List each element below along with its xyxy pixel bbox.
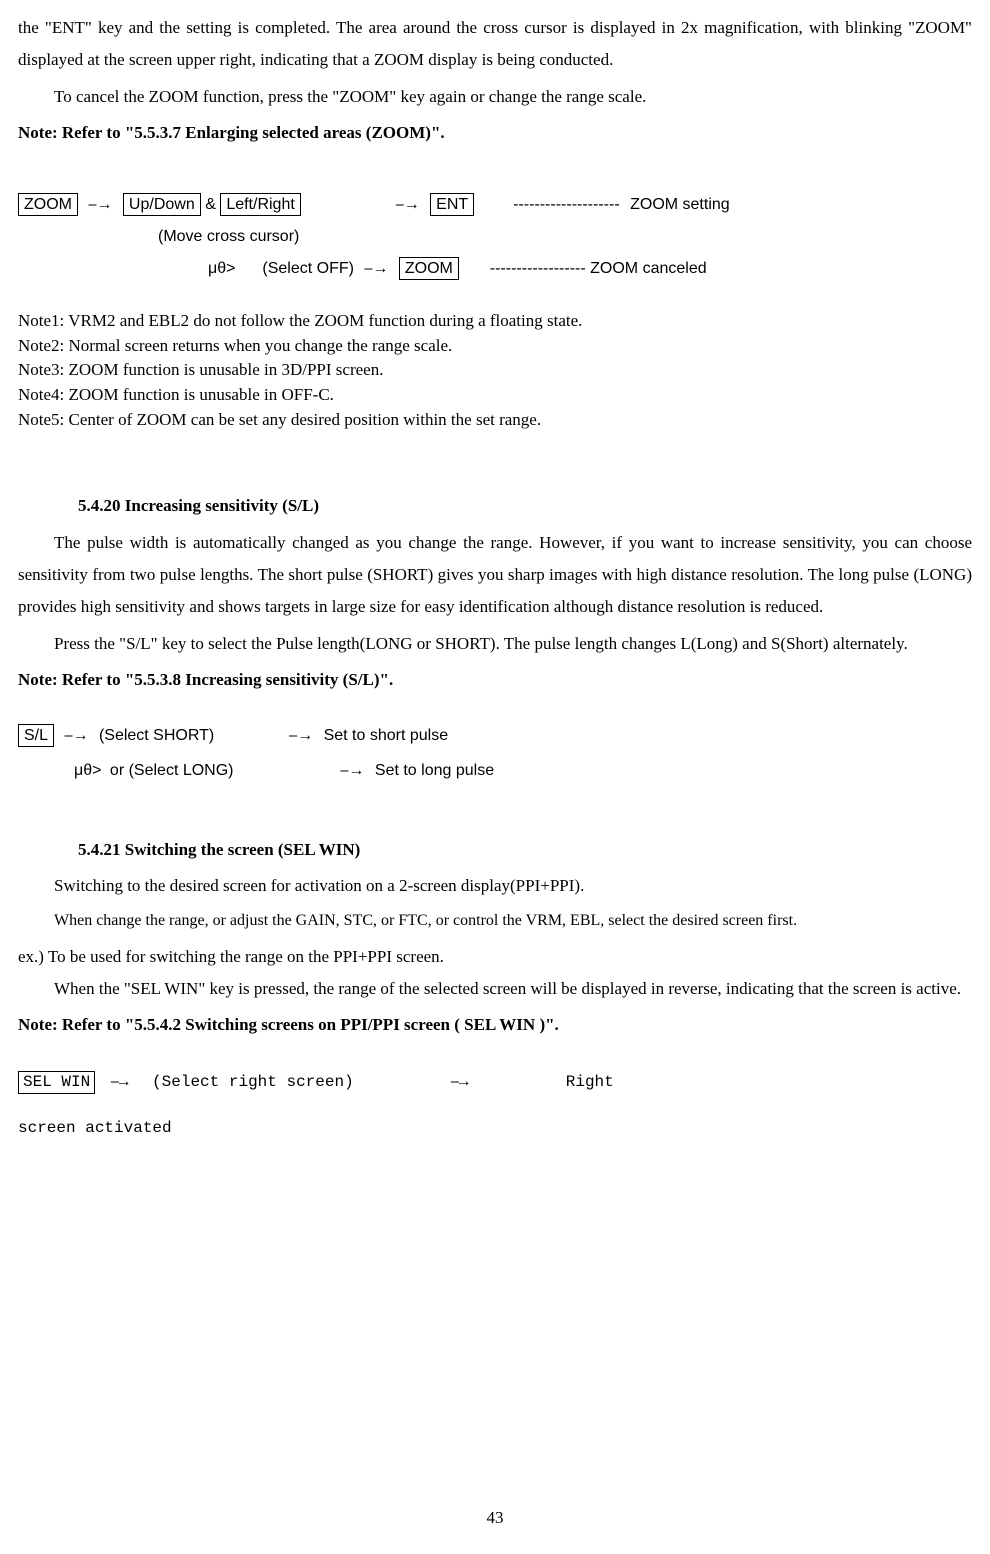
- sec21-p2: When change the range, or adjust the GAI…: [18, 906, 972, 936]
- move-cursor-label: (Move cross cursor): [158, 221, 972, 253]
- zoom-setting-label: ZOOM setting: [630, 196, 730, 213]
- key-sl: S/L: [18, 724, 54, 747]
- note-5: Note5: Center of ZOOM can be set any des…: [18, 408, 972, 433]
- ampersand: &: [205, 196, 216, 213]
- select-right-label: (Select right screen): [152, 1073, 354, 1091]
- zoom-notes: Note1: VRM2 and EBL2 do not follow the Z…: [18, 309, 972, 432]
- note-selwin-ref: Note: Refer to "5.5.4.2 Switching screen…: [18, 1009, 972, 1041]
- heading-5-4-20: 5.4.20 Increasing sensitivity (S/L): [78, 490, 972, 522]
- arrow-icon: ⎯→: [289, 727, 313, 744]
- arrow-icon: ⎯→: [396, 196, 420, 213]
- sl-diagram: S/L ⎯→ (Select SHORT) ⎯→ Set to short pu…: [18, 718, 972, 788]
- key-selwin: SEL WIN: [18, 1071, 95, 1094]
- long-pulse-label: Set to long pulse: [375, 762, 494, 779]
- arrow-icon: ⎯→: [451, 1073, 469, 1091]
- note-1: Note1: VRM2 and EBL2 do not follow the Z…: [18, 309, 972, 334]
- screen-activated-label: screen activated: [18, 1111, 972, 1146]
- sec21-p1: Switching to the desired screen for acti…: [18, 870, 972, 902]
- short-pulse-label: Set to short pulse: [324, 727, 449, 744]
- note-2: Note2: Normal screen returns when you ch…: [18, 334, 972, 359]
- arrow-icon: ⎯→: [64, 727, 88, 744]
- key-updown: Up/Down: [123, 193, 201, 216]
- note-4: Note4: ZOOM function is unusable in OFF-…: [18, 383, 972, 408]
- intro-paragraph-2: To cancel the ZOOM function, press the "…: [18, 81, 972, 113]
- right-label: Right: [566, 1073, 614, 1091]
- or-long-label: or (Select LONG): [110, 762, 234, 779]
- select-short-label: (Select SHORT): [99, 727, 214, 744]
- selwin-diagram: SEL WIN ⎯→ (Select right screen) ⎯→ Righ…: [18, 1065, 972, 1145]
- arrow-icon: ⎯→: [364, 260, 388, 277]
- sec21-p3: ex.) To be used for switching the range …: [18, 941, 972, 973]
- key-ent: ENT: [430, 193, 474, 216]
- mu-theta: μθ>: [208, 260, 235, 277]
- zoom-canceled-label: ZOOM canceled: [590, 260, 706, 277]
- sec20-p2: Press the "S/L" key to select the Pulse …: [18, 628, 972, 660]
- arrow-icon: ⎯→: [111, 1073, 129, 1091]
- sec21-p4: When the "SEL WIN" key is pressed, the r…: [18, 973, 972, 1005]
- sec20-p1: The pulse width is automatically changed…: [18, 527, 972, 624]
- arrow-icon: ⎯→: [340, 762, 364, 779]
- note-3: Note3: ZOOM function is unusable in 3D/P…: [18, 358, 972, 383]
- key-leftright: Left/Right: [220, 193, 300, 216]
- key-zoom: ZOOM: [18, 193, 78, 216]
- intro-paragraph-1: the "ENT" key and the setting is complet…: [18, 12, 972, 77]
- note-zoom-ref: Note: Refer to "5.5.3.7 Enlarging select…: [18, 117, 972, 149]
- page-number: 43: [487, 1502, 504, 1534]
- arrow-icon: ⎯→: [88, 196, 112, 213]
- key-zoom-2: ZOOM: [399, 257, 459, 280]
- note-sl-ref: Note: Refer to "5.5.3.8 Increasing sensi…: [18, 664, 972, 696]
- mu-theta: μθ>: [74, 762, 101, 779]
- dashes: --------------------: [513, 196, 620, 213]
- select-off-label: (Select OFF): [262, 260, 354, 277]
- dashes: ------------------: [490, 260, 586, 277]
- zoom-diagram: ZOOM ⎯→ Up/Down & Left/Right ⎯→ ENT ----…: [18, 189, 972, 285]
- heading-5-4-21: 5.4.21 Switching the screen (SEL WIN): [78, 834, 972, 866]
